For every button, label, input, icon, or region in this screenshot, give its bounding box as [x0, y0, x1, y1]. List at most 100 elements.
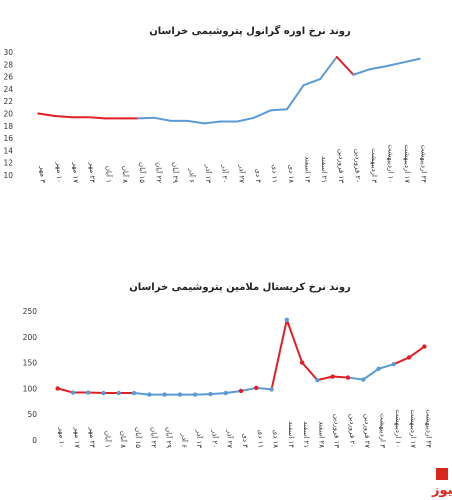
series-line-segment [331, 375, 349, 379]
data-point [422, 344, 427, 349]
bourse-news-logo-icon [436, 468, 448, 480]
series-line-segment [209, 392, 227, 396]
series-line-segment [153, 116, 172, 122]
x-tick-label: ۲۷ آذر [237, 164, 246, 183]
x-tick-label: ۱۰ مهر [55, 161, 63, 183]
x-tick-label: ۲۷ آذر [226, 429, 235, 448]
y-tick-label: 26 [3, 73, 13, 82]
series-line-segment [352, 68, 371, 76]
x-tick-label: ۱۳ فروردین [337, 149, 345, 183]
x-tick-label: ۲۰ آذر [210, 429, 219, 448]
x-tick-label: ۱۸ دی [272, 430, 280, 449]
data-point [101, 390, 106, 396]
x-tick-label: ۱۷ مهر [73, 426, 81, 448]
series-line-segment [408, 345, 426, 359]
x-tick-label: ۱ آبان [103, 431, 112, 448]
x-tick-label: ۲۴ اردیبهشت [420, 144, 428, 183]
data-point [192, 392, 198, 397]
series-line-segment [252, 109, 272, 119]
series-line-segment [301, 361, 319, 382]
x-tick-label: ۴ دی [254, 168, 262, 183]
x-tick-label: ۶ آذر [188, 168, 197, 184]
y-tick-label: 22 [3, 97, 13, 106]
data-point [284, 317, 290, 322]
series-line-segment [362, 367, 380, 381]
x-tick-label: ۳ اردیبهشت [379, 413, 387, 448]
data-point [361, 377, 366, 382]
y-tick-label: 10 [3, 171, 13, 180]
y-tick-label: 12 [3, 159, 13, 168]
x-tick-label: ۲۸ اسفند [317, 421, 325, 448]
data-point [147, 392, 152, 397]
series-line-segment [335, 55, 355, 76]
data-point [330, 374, 335, 379]
y-tick-label: 0 [32, 436, 37, 445]
series-line-segment [186, 119, 206, 125]
y-tick-label: 14 [3, 146, 13, 155]
series-line-segment [392, 356, 411, 366]
series-line-segment [316, 375, 334, 382]
x-tick-label: ۱۷ اردیبهشت [403, 144, 411, 183]
series-line-segment [236, 116, 255, 123]
data-point [131, 390, 137, 396]
chart-title: روند نرخ اوره گرانول پتروشیمی خراسان [149, 24, 351, 37]
x-tick-label: ۸ آبان [121, 166, 130, 183]
y-tick-label: 28 [3, 60, 13, 69]
x-tick-label: ۲۹ آبان [165, 427, 174, 448]
x-tick-label: ۱۱ دی [256, 430, 264, 448]
series-line-segment [87, 116, 106, 120]
x-tick-label: ۱۰ اردیبهشت [394, 409, 402, 448]
series-line-segment [377, 363, 395, 370]
series-line-segment [37, 112, 56, 117]
data-point [162, 392, 167, 397]
y-tick-label: 50 [27, 410, 37, 419]
x-tick-label: ۱۰ مهر [58, 426, 66, 448]
y-tick-label: 20 [3, 110, 13, 119]
y-tick-label: 200 [23, 333, 38, 342]
x-tick-label: ۱۷ مهر [71, 161, 79, 183]
data-point [254, 385, 259, 391]
x-tick-label: ۱۳ آذر [195, 429, 204, 448]
x-tick-label: ۲۱ اسفند [320, 156, 328, 183]
x-tick-label: ۱۳ فروردین [333, 414, 341, 448]
x-tick-label: ۱۸ دی [287, 165, 295, 184]
series-line-segment [269, 108, 289, 112]
x-tick-label: ۲۰ آذر [221, 164, 230, 183]
series-line-segment [302, 78, 322, 87]
x-tick-label: ۲۹ آبان [171, 162, 180, 183]
x-tick-label: ۲۷ فروردین [363, 414, 371, 448]
y-tick-label: 24 [3, 85, 13, 94]
x-tick-label: ۱۵ آبان [138, 162, 147, 183]
x-tick-label: ۲۲ آبان [149, 427, 158, 448]
data-point [70, 390, 76, 395]
x-tick-label: ۲۰ فروردین [348, 414, 356, 448]
data-point [223, 390, 228, 396]
x-tick-label: ۲۲ آبان [154, 162, 163, 183]
series-line-segment [136, 116, 156, 120]
x-tick-label: ۲۱ اسفند [302, 421, 310, 448]
data-point [391, 361, 396, 367]
y-tick-label: 16 [3, 134, 13, 143]
data-point [55, 386, 60, 391]
x-tick-label: ۱ آبان [105, 166, 114, 183]
series-line-segment [270, 318, 288, 391]
x-tick-label: ۱۰ اردیبهشت [387, 144, 395, 183]
series-line-segment [319, 55, 338, 81]
data-point [238, 388, 244, 394]
y-tick-label: 250 [23, 307, 38, 316]
data-point [269, 387, 274, 392]
y-tick-label: 100 [23, 384, 38, 393]
series-line-segment [133, 392, 151, 396]
series-line-segment [255, 386, 273, 391]
x-tick-label: ۱۱ دی [270, 165, 278, 183]
x-tick-label: ۱۴ اسفند [287, 421, 295, 448]
data-point [299, 360, 305, 365]
series-line-segment [53, 114, 73, 119]
x-tick-label: ۲۴ اردیبهشت [424, 409, 432, 448]
series-line-segment [87, 391, 105, 395]
data-point [315, 377, 320, 383]
data-point [345, 375, 351, 380]
x-tick-label: ۳ مهر [38, 165, 46, 183]
y-tick-label: 30 [3, 48, 13, 57]
